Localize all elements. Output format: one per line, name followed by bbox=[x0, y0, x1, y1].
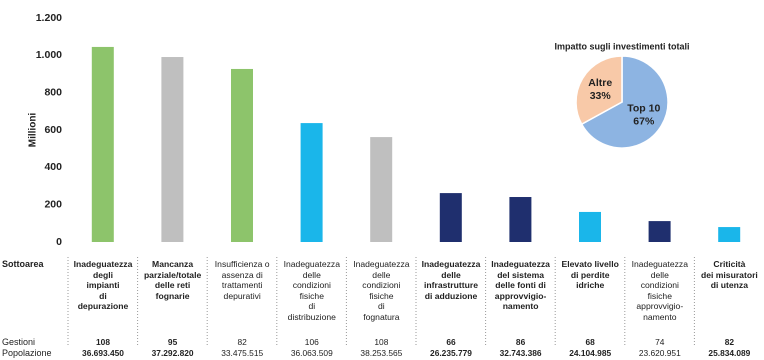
category-label: Inadeguatezza delle condizioni fisiche d… bbox=[283, 259, 340, 322]
table-cell: 36.063.509 bbox=[290, 348, 333, 358]
bar bbox=[370, 137, 393, 242]
table-cell: 24.104.985 bbox=[569, 348, 612, 358]
bar bbox=[509, 197, 532, 242]
category-label: Elevato livello di perdite idriche bbox=[561, 259, 619, 291]
pie-slice bbox=[580, 55, 669, 149]
row-label: Popolazione bbox=[2, 348, 52, 358]
bar bbox=[439, 193, 462, 242]
pie-slice bbox=[575, 55, 623, 126]
table-cell: 74 bbox=[655, 337, 665, 347]
table-cell: 36.693.450 bbox=[82, 348, 124, 358]
bar bbox=[718, 227, 741, 242]
table-cell: 23.620.951 bbox=[638, 348, 681, 358]
table-cell: 37.292.820 bbox=[151, 348, 194, 358]
slice-value: 67% bbox=[633, 116, 655, 128]
y-tick-label: 1.200 bbox=[36, 12, 62, 24]
table-cell: 82 bbox=[724, 337, 735, 347]
table-cell: 86 bbox=[515, 337, 526, 347]
table-cell: 25.834.089 bbox=[708, 348, 751, 358]
bar bbox=[300, 123, 323, 242]
category-label: Inadeguatezza delle condizioni fisiche d… bbox=[353, 259, 410, 322]
y-tick-label: 0 bbox=[56, 236, 62, 248]
y-tick-label: 1.000 bbox=[36, 49, 62, 61]
table-cell: 26.235.779 bbox=[430, 348, 472, 358]
slice-value: 33% bbox=[590, 90, 612, 102]
category-label: Insufficienza o assenza di trattamenti d… bbox=[214, 259, 270, 301]
table-cell: 106 bbox=[304, 337, 319, 347]
table-cell: 108 bbox=[96, 337, 110, 347]
category-label: Mancanza parziale/totale delle reti fogn… bbox=[143, 259, 202, 301]
bar bbox=[231, 68, 253, 243]
slice-label: Top 10 bbox=[627, 103, 660, 115]
category-label: Inadeguatezza del sistema delle fonti di… bbox=[491, 259, 550, 312]
pie-title: Impatto sugli investimenti totali bbox=[554, 41, 689, 51]
slice-label: Altre bbox=[588, 77, 612, 89]
y-tick-label: 800 bbox=[44, 86, 62, 98]
bar bbox=[579, 211, 601, 242]
table-cell: 33.475.515 bbox=[221, 348, 264, 358]
y-tick-label: 600 bbox=[44, 124, 62, 136]
y-axis-label: Millioni bbox=[28, 113, 39, 148]
category-label: Criticità dei misuratori di utenza bbox=[700, 259, 758, 291]
table-cell: 68 bbox=[585, 337, 595, 347]
y-tick-label: 400 bbox=[44, 161, 62, 173]
table-cell: 82 bbox=[237, 337, 247, 347]
table-cell: 95 bbox=[167, 337, 178, 347]
table-cell: 38.253.565 bbox=[360, 348, 403, 358]
category-label: Inadeguatezza degli impianti di depurazi… bbox=[73, 259, 133, 312]
row-label: Gestioni bbox=[2, 337, 36, 347]
category-label: Inadeguatezza delle infrastrutture di ad… bbox=[421, 259, 481, 301]
category-label: Inadeguatezza delle condizioni fisiche a… bbox=[631, 259, 688, 322]
row-label: Sottoarea bbox=[2, 259, 44, 269]
table-cell: 108 bbox=[374, 337, 389, 347]
table-cell: 66 bbox=[446, 337, 456, 347]
bar bbox=[161, 57, 184, 242]
table-cell: 32.743.386 bbox=[499, 348, 542, 358]
y-tick-label: 200 bbox=[44, 198, 62, 210]
bar bbox=[648, 221, 671, 242]
bar bbox=[91, 46, 114, 242]
